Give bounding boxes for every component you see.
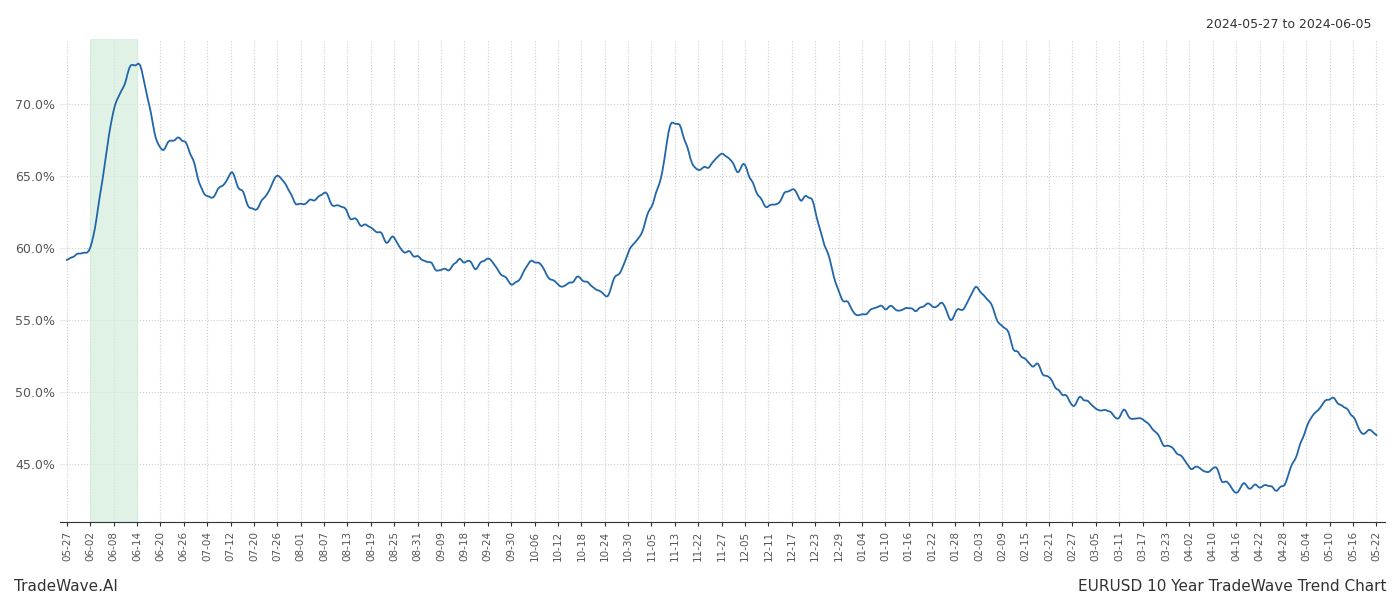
Text: EURUSD 10 Year TradeWave Trend Chart: EURUSD 10 Year TradeWave Trend Chart	[1078, 579, 1386, 594]
Text: TradeWave.AI: TradeWave.AI	[14, 579, 118, 594]
Bar	[90, 39, 137, 522]
Text: 2024-05-27 to 2024-06-05: 2024-05-27 to 2024-06-05	[1207, 18, 1372, 31]
